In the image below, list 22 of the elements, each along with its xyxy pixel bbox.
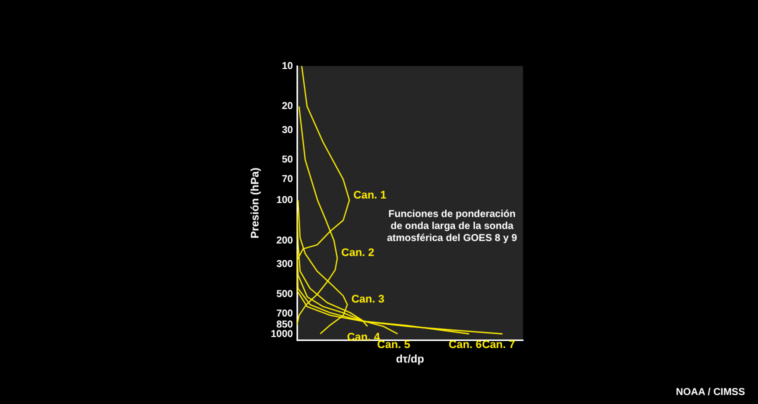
series-label: Can. 1 <box>353 189 386 202</box>
y-tick-label: 200 <box>276 235 294 246</box>
y-tick-label: 30 <box>282 124 294 136</box>
series-label: Can. 5 <box>377 338 410 351</box>
y-tick-label: 50 <box>282 154 294 166</box>
y-tick-label: 500 <box>276 288 294 300</box>
text: NOAA / CIMSS <box>676 386 746 398</box>
y-tick-label: 1000 <box>270 329 294 340</box>
series-label: Can. 3 <box>351 294 384 306</box>
y-tick-label: 700 <box>276 308 294 320</box>
x-axis-title: dτ/dp <box>396 353 424 366</box>
series-label: Can. 2 <box>341 247 374 260</box>
y-tick-label: 300 <box>276 259 294 270</box>
series-label: Can. 6 <box>448 338 482 351</box>
y-tick-label: 70 <box>282 174 294 186</box>
y-tick-label: 850 <box>276 320 294 331</box>
y-tick-label: 10 <box>282 60 294 72</box>
annotation: Funciones de ponderación de onda larga de la sonda atmosférica del GOES 8 y 9 <box>386 208 518 244</box>
series-label: Can. 7 <box>482 338 515 351</box>
y-tick-label: 100 <box>276 194 294 206</box>
y-axis-title: Presión (hPa) <box>250 167 262 238</box>
y-tick-label: 20 <box>282 101 294 112</box>
